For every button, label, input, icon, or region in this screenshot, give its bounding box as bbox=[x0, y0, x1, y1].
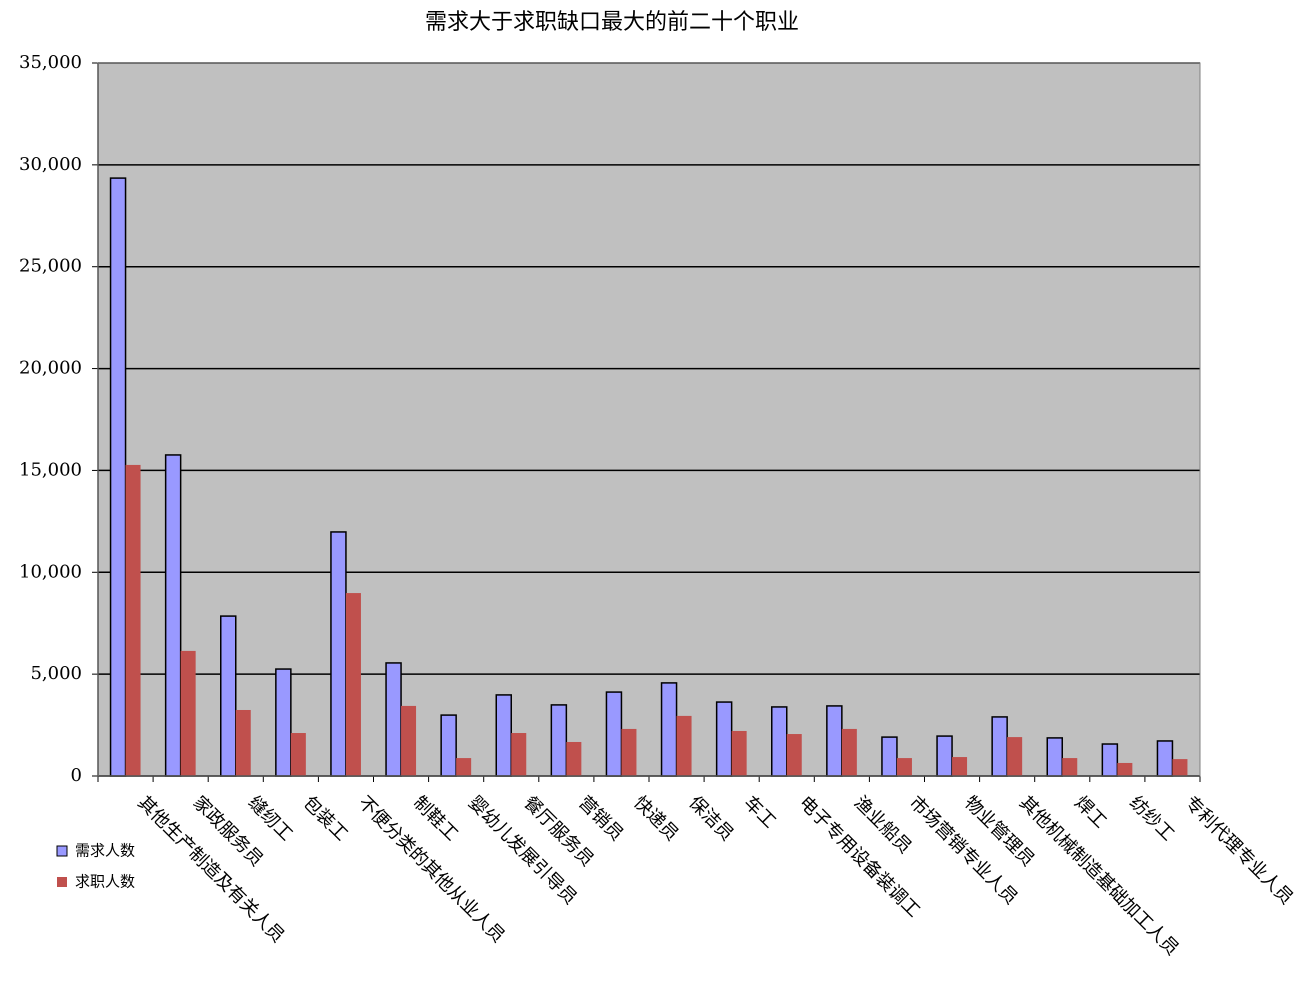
x-tick-label: 纺纱工 bbox=[1125, 792, 1178, 845]
legend-label: 求职人数 bbox=[75, 873, 135, 891]
bar bbox=[676, 715, 692, 776]
y-tick-label: 35,000 bbox=[19, 52, 82, 73]
legend-swatch bbox=[57, 877, 67, 887]
bar bbox=[290, 733, 306, 776]
y-tick-label: 5,000 bbox=[30, 663, 82, 684]
bar bbox=[180, 650, 196, 776]
y-tick-label: 15,000 bbox=[19, 459, 82, 480]
bar bbox=[952, 757, 968, 776]
bar bbox=[345, 593, 361, 776]
bar bbox=[550, 704, 568, 777]
bar bbox=[1156, 740, 1174, 777]
legend-swatch bbox=[56, 845, 68, 857]
bar bbox=[991, 716, 1008, 777]
x-tick-label: 营销员 bbox=[574, 792, 627, 845]
y-tick-label: 25,000 bbox=[19, 256, 82, 277]
bar bbox=[1046, 737, 1063, 777]
x-tick-label: 车工 bbox=[740, 792, 780, 832]
bar bbox=[109, 177, 127, 777]
bar bbox=[1117, 762, 1133, 776]
plot-area bbox=[98, 63, 1200, 776]
x-tick-label: 保洁员 bbox=[684, 792, 737, 845]
legend-label: 需求人数 bbox=[75, 842, 135, 860]
x-tick-label: 缝纫工 bbox=[244, 792, 297, 845]
bar bbox=[1062, 758, 1078, 776]
bar bbox=[566, 741, 582, 776]
bar bbox=[125, 464, 141, 776]
x-tick-label: 制鞋工 bbox=[409, 792, 462, 845]
bar bbox=[440, 714, 457, 777]
bar bbox=[164, 454, 182, 777]
x-tick-label: 快递员 bbox=[629, 792, 682, 845]
bar bbox=[330, 531, 347, 777]
bar bbox=[826, 705, 843, 777]
y-tick-label: 10,000 bbox=[19, 561, 82, 582]
x-tick-label: 包装工 bbox=[299, 792, 352, 845]
bar bbox=[235, 709, 251, 776]
bar bbox=[660, 682, 678, 777]
bar bbox=[495, 694, 512, 777]
bar bbox=[715, 701, 733, 777]
chart-title: 需求大于求职缺口最大的前二十个职业 bbox=[425, 10, 799, 35]
bar bbox=[275, 668, 292, 777]
bar bbox=[511, 733, 527, 776]
bar bbox=[731, 730, 747, 776]
y-tick-label: 20,000 bbox=[19, 358, 82, 379]
bar bbox=[896, 758, 912, 776]
bar bbox=[841, 728, 857, 776]
bar bbox=[771, 706, 788, 777]
y-tick-label: 30,000 bbox=[19, 154, 82, 175]
bar bbox=[881, 736, 898, 777]
plot-border bbox=[97, 62, 1201, 777]
bar bbox=[220, 615, 237, 777]
bar bbox=[605, 691, 623, 777]
x-tick-label: 专利代理专业人员 bbox=[1180, 792, 1297, 909]
bar bbox=[456, 758, 472, 776]
bar bbox=[786, 734, 802, 776]
y-tick-label: 0 bbox=[71, 765, 82, 786]
x-tick-label: 焊工 bbox=[1070, 792, 1110, 832]
bar bbox=[1007, 737, 1023, 776]
bar bbox=[401, 705, 417, 776]
bar bbox=[385, 662, 402, 777]
bar bbox=[1172, 759, 1188, 776]
bar bbox=[1101, 743, 1119, 777]
bar bbox=[621, 728, 637, 776]
bar bbox=[936, 735, 953, 777]
